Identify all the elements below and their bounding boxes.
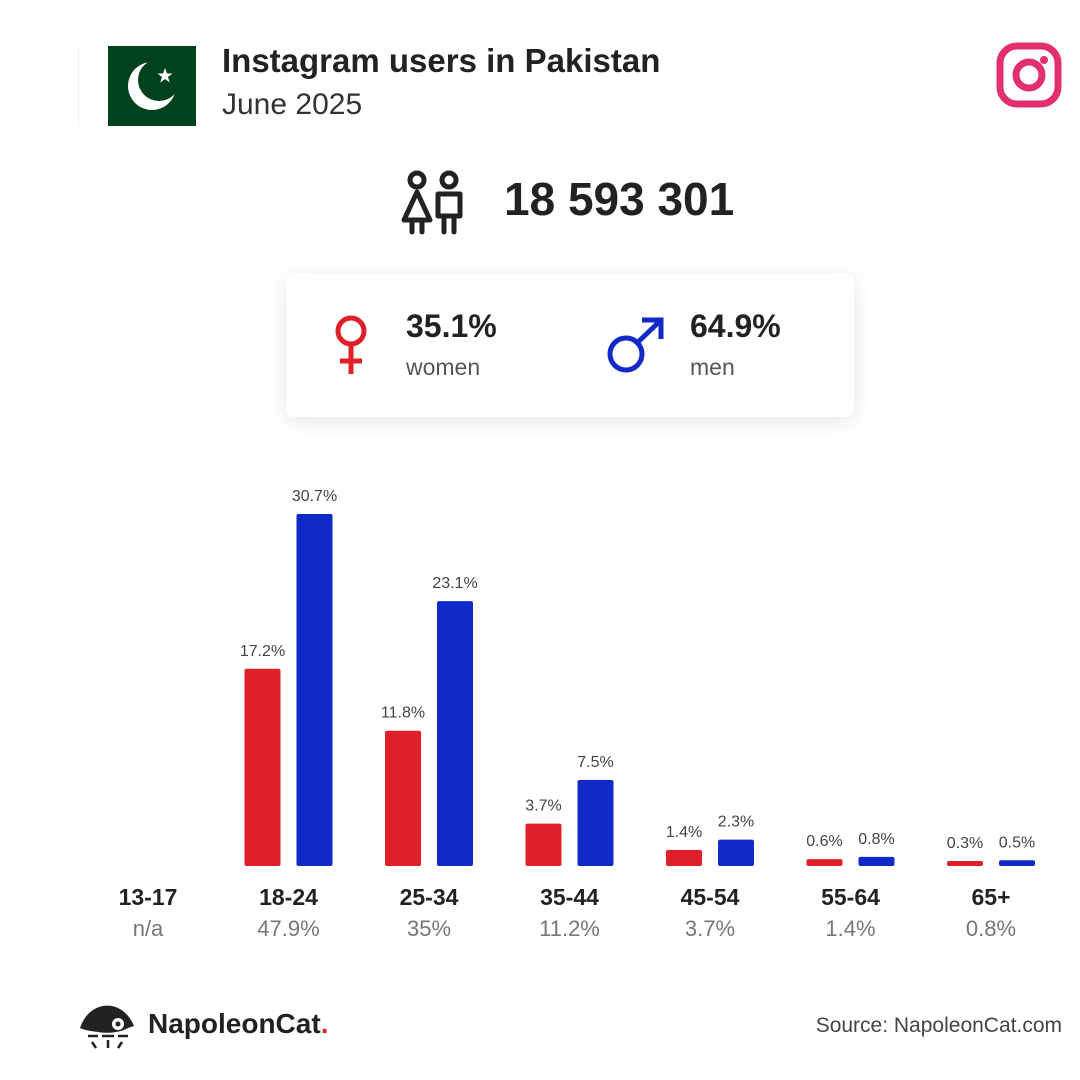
age-group-total: 1.4% [825,916,876,941]
age-group-name: 45-54 [680,884,740,910]
pakistan-flag-icon [78,46,196,126]
source-credit: Source: NapoleonCat.com [815,1014,1062,1037]
age-group-name: 65+ [971,884,1011,910]
brand-dot: . [320,1008,329,1039]
brand-name: NapoleonCat. [148,1008,328,1040]
female-symbol-icon [335,315,367,374]
age-group-name: 25-34 [399,884,459,910]
bar-value-label: 17.2% [240,643,285,660]
age-group-18-24: 18-24 47.9% [219,882,359,946]
bar-women-35-44 [525,823,562,866]
age-group-total: n/a [132,916,164,941]
bar-value-label: 0.6% [806,833,842,850]
age-group-total: 35% [406,916,452,941]
instagram-icon [996,42,1062,108]
bar-value-label: 0.5% [999,834,1035,851]
age-group-name: 18-24 [259,884,318,910]
bar-value-label: 0.8% [858,831,894,848]
bar-men-45-54 [718,839,754,866]
bar-women-25-34 [385,730,421,866]
age-group-name: 55-64 [821,884,880,910]
bar-men-55-64 [858,856,895,866]
bar-men-65+ [999,860,1035,866]
napoleoncat-logo-icon [80,1005,134,1049]
age-group-13-17: 13-17 n/a [78,882,218,946]
age-group-25-34: 25-34 35% [359,882,499,946]
bar-value-label: 1.4% [666,824,702,841]
age-group-name: 13-17 [118,884,178,910]
age-gender-bar-chart: 17.2% 30.7% 11.8% 23.1% 3.7% 7.5% 1.4% 2.3% 0.6%… [240,488,1035,866]
male-symbol-icon [607,317,664,373]
age-group-total: 0.8% [965,916,1017,941]
men-percentage: 64.9% [690,308,781,344]
bar-women-65+ [947,861,983,866]
men-label: men [690,354,735,380]
age-group-55-64: 55-64 1.4% [781,882,921,946]
women-percentage: 35.1% [406,308,497,344]
total-users-count: 18 593 301 [504,173,735,225]
age-group-total: 47.9% [257,916,320,941]
page-title: Instagram users in Pakistan [222,42,661,79]
page-subtitle: June 2025 [222,88,363,121]
age-group-total: 3.7% [684,916,736,941]
gender-split-card: 35.1% women 64.9% men [286,274,854,417]
age-group-name: 35-44 [540,884,599,910]
bar-value-label: 2.3% [718,814,754,831]
bar-value-label: 30.7% [292,488,337,505]
bar-women-45-54 [666,849,702,866]
bar-women-55-64 [806,859,843,866]
bar-value-label: 7.5% [577,754,613,771]
bar-value-label: 23.1% [432,575,477,592]
bar-women-18-24 [244,668,281,866]
age-group-total: 11.2% [539,916,600,941]
bar-men-35-44 [577,780,614,866]
age-group-35-44: 35-44 11.2% [500,882,640,946]
bar-value-label: 3.7% [525,798,561,815]
bar-men-25-34 [437,601,473,866]
age-group-65+: 65+ 0.8% [921,882,1061,946]
users-icon [401,170,463,235]
bar-value-label: 11.8% [381,705,425,722]
brand-name-text: NapoleonCat [148,1008,321,1039]
women-label: women [406,354,481,380]
bar-value-label: 0.3% [947,835,983,852]
age-group-45-54: 45-54 3.7% [640,882,780,946]
bar-men-18-24 [296,514,333,866]
